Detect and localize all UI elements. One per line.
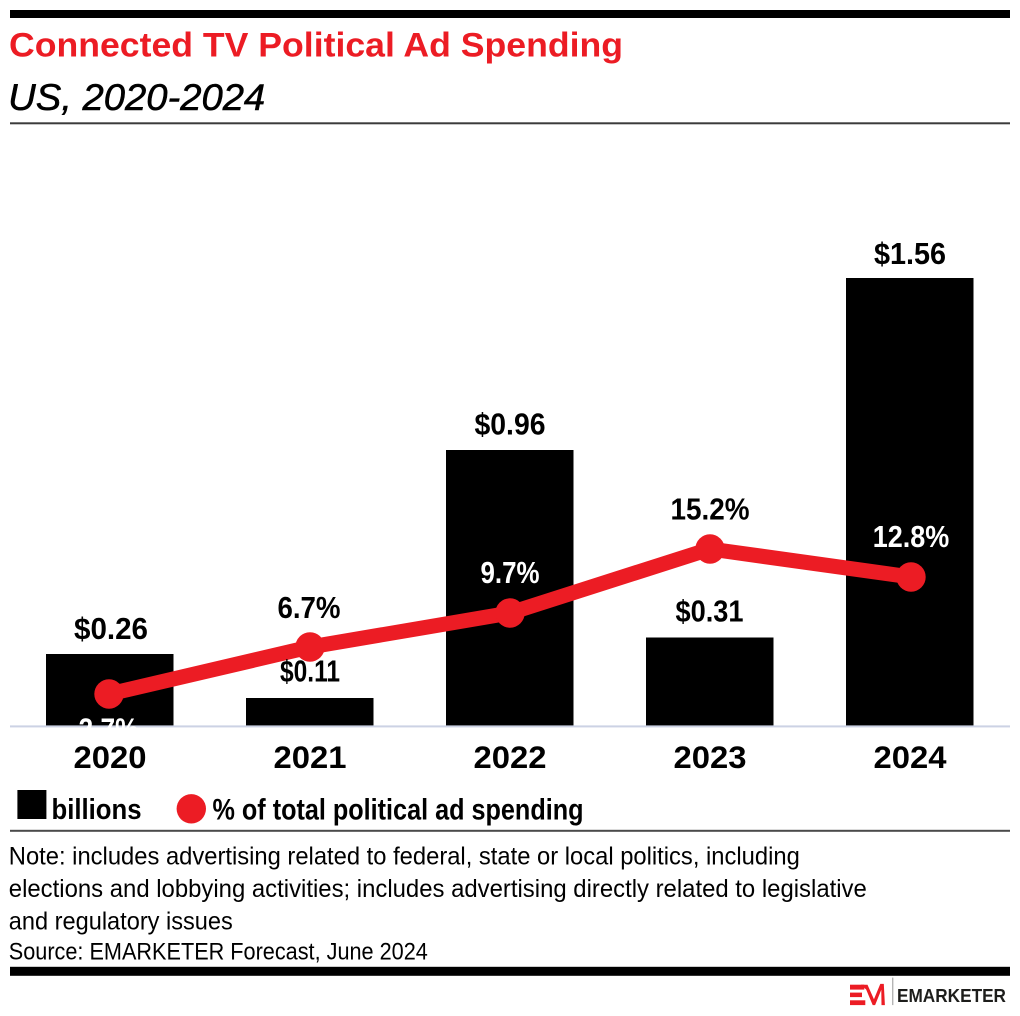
svg-text:$1.56: $1.56 bbox=[874, 237, 946, 271]
svg-text:2020: 2020 bbox=[74, 739, 147, 775]
svg-text:Connected TV Political Ad Spen: Connected TV Political Ad Spending bbox=[9, 26, 623, 64]
svg-text:US, 2020-2024: US, 2020-2024 bbox=[8, 77, 265, 118]
svg-text:Note: includes advertising rel: Note: includes advertising related to fe… bbox=[9, 843, 800, 871]
svg-text:15.2%: 15.2% bbox=[671, 493, 750, 527]
svg-text:$0.26: $0.26 bbox=[74, 612, 148, 646]
svg-text:$0.11: $0.11 bbox=[280, 655, 340, 689]
svg-text:$0.96: $0.96 bbox=[475, 408, 546, 442]
svg-text:elections and lobbying activit: elections and lobbying activities; inclu… bbox=[9, 875, 867, 903]
svg-text:9.7%: 9.7% bbox=[481, 556, 540, 590]
svg-text:EMARKETER: EMARKETER bbox=[897, 986, 1006, 1006]
svg-text:$0.31: $0.31 bbox=[676, 595, 744, 629]
svg-text:2024: 2024 bbox=[874, 739, 947, 775]
svg-text:2.7%: 2.7% bbox=[79, 713, 139, 747]
svg-text:2022: 2022 bbox=[474, 739, 547, 775]
svg-text:billions: billions bbox=[52, 794, 142, 826]
svg-text:2023: 2023 bbox=[674, 739, 747, 775]
svg-text:12.8%: 12.8% bbox=[873, 520, 950, 554]
svg-text:and regulatory issues: and regulatory issues bbox=[9, 907, 233, 935]
svg-text:Source: EMARKETER Forecast, Ju: Source: EMARKETER Forecast, June 2024 bbox=[9, 938, 428, 965]
svg-text:6.7%: 6.7% bbox=[278, 591, 341, 625]
svg-text:% of total political ad spendi: % of total political ad spending bbox=[213, 794, 584, 827]
svg-text:2021: 2021 bbox=[274, 739, 347, 775]
